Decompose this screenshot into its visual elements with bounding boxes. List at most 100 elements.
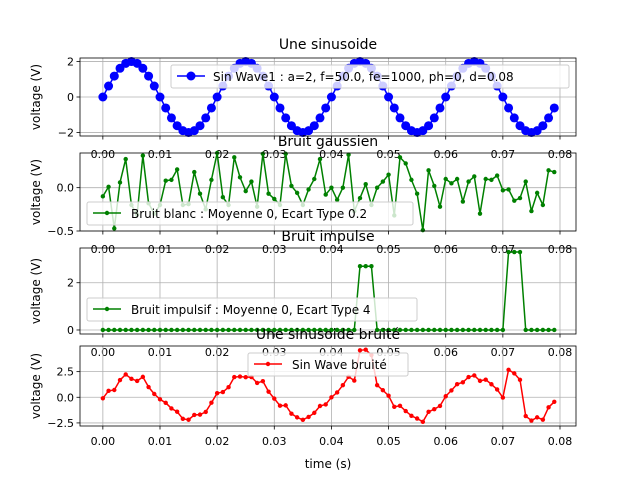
plot-frame	[79, 247, 577, 335]
data-point	[123, 327, 128, 333]
data-point	[306, 327, 311, 333]
data-point	[312, 410, 317, 416]
data-point	[109, 71, 119, 81]
data-point	[340, 382, 346, 388]
legend-label: Sin Wave1 : a=2, f=50.0, fe=1000, ph=0, …	[213, 70, 514, 84]
data-point	[363, 263, 368, 269]
data-point	[494, 327, 500, 333]
y-axis-label: voltage (V)	[29, 159, 43, 225]
data-point	[134, 327, 140, 333]
data-point	[552, 169, 557, 175]
data-point	[437, 403, 443, 409]
data-point	[275, 103, 285, 113]
data-point	[346, 327, 351, 333]
data-point	[466, 179, 471, 184]
data-point	[374, 185, 380, 190]
series-line	[102, 152, 555, 231]
legend-box	[86, 201, 414, 226]
data-point	[540, 417, 546, 422]
chart-title: Une sinusoide	[279, 37, 377, 53]
panel-sinusoide: 0.000.010.020.030.040.050.060.070.0820−2…	[29, 37, 577, 161]
data-point	[106, 327, 111, 333]
data-point	[283, 403, 288, 408]
data-point	[460, 199, 466, 204]
data-point	[500, 188, 506, 193]
data-point	[186, 327, 191, 333]
data-point	[98, 92, 108, 102]
y-tick-label: 2	[67, 277, 74, 290]
data-point	[357, 195, 363, 201]
data-point	[552, 399, 557, 404]
x-tick-label: 0.00	[91, 435, 116, 448]
data-point	[161, 103, 171, 113]
y-tick-label: −2.5	[47, 417, 74, 430]
data-point	[449, 327, 454, 333]
panel-series	[100, 347, 557, 424]
data-point	[409, 177, 414, 183]
data-point	[163, 327, 168, 333]
data-point	[357, 263, 363, 269]
data-point	[266, 389, 271, 394]
data-point	[294, 190, 300, 196]
data-point	[317, 327, 323, 333]
data-point	[294, 415, 300, 420]
data-point	[323, 327, 328, 333]
data-point	[312, 327, 317, 333]
y-tick-label: 0	[67, 324, 74, 337]
data-point	[512, 249, 517, 255]
legend-label: Bruit blanc : Moyenne 0, Ecart Type 0.2	[131, 207, 367, 221]
data-point	[169, 406, 174, 411]
data-point	[220, 327, 226, 333]
x-axis-label: time (s)	[305, 457, 352, 471]
data-point	[369, 263, 374, 269]
data-point	[477, 327, 483, 333]
data-point	[466, 374, 471, 380]
data-point	[380, 327, 386, 333]
data-point	[266, 327, 271, 333]
data-point	[534, 190, 540, 196]
data-point	[201, 113, 211, 123]
data-point	[174, 409, 180, 414]
plot-frame	[79, 152, 577, 232]
data-point	[260, 327, 266, 333]
data-point	[489, 327, 494, 333]
legend-marker	[104, 306, 110, 312]
data-point	[192, 412, 197, 418]
data-point	[340, 185, 346, 190]
data-point	[209, 400, 214, 405]
data-point	[203, 409, 208, 415]
data-point	[546, 168, 551, 173]
data-point	[166, 113, 176, 123]
chart-title: Une sinusoide bruité	[256, 327, 400, 343]
data-point	[249, 179, 254, 184]
legend-box	[247, 352, 409, 377]
data-point	[232, 374, 237, 380]
data-point	[424, 121, 434, 131]
y-axis-label: voltage (V)	[29, 258, 43, 324]
data-point	[506, 187, 511, 192]
plot-frame	[79, 345, 577, 427]
data-point	[306, 187, 311, 192]
data-point	[352, 327, 357, 333]
data-point	[498, 92, 508, 102]
data-point	[272, 327, 277, 333]
data-point	[363, 182, 368, 187]
data-point	[104, 81, 114, 91]
data-point	[409, 327, 414, 333]
data-point	[517, 249, 523, 255]
data-point	[192, 327, 197, 333]
data-point	[152, 327, 157, 333]
data-point	[426, 409, 431, 415]
data-point	[289, 411, 294, 416]
data-point	[100, 327, 106, 333]
data-point	[243, 327, 248, 333]
data-point	[237, 175, 243, 180]
data-point	[254, 327, 260, 333]
data-point	[146, 327, 151, 333]
data-point	[203, 327, 208, 333]
data-point	[380, 179, 386, 184]
data-point	[129, 327, 134, 333]
data-point	[552, 327, 557, 333]
data-point	[346, 152, 351, 157]
